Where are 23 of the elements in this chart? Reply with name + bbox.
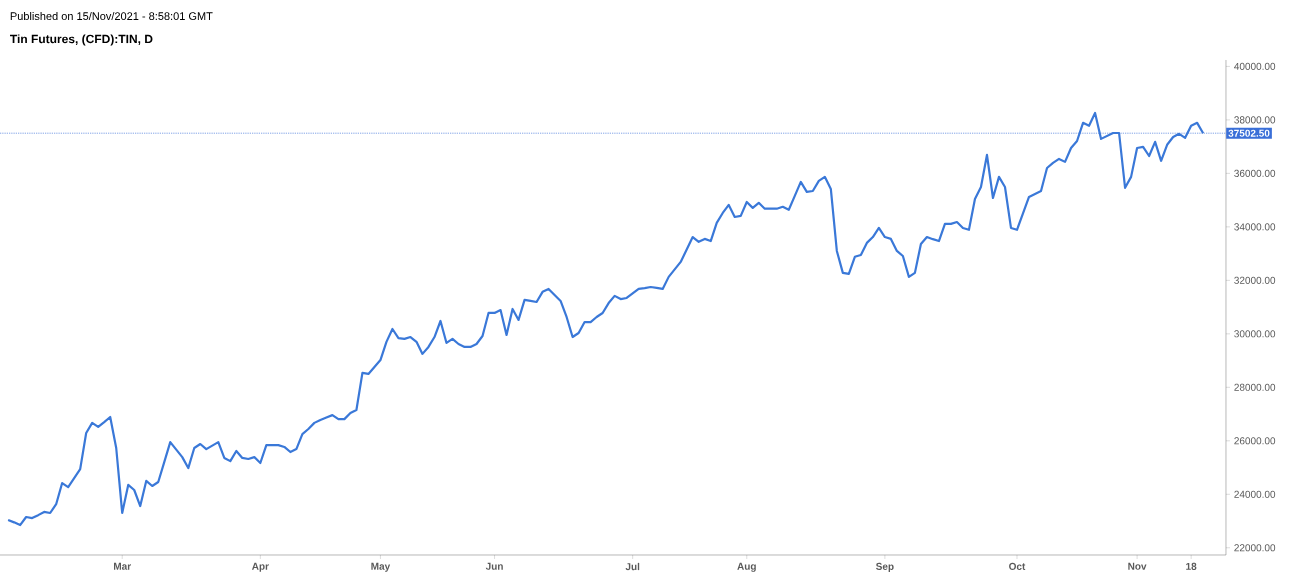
y-tick-label: 36000.00 [1234, 169, 1276, 177]
y-tick-label: 38000.00 [1234, 116, 1276, 124]
x-tick-label: Sep [875, 562, 894, 572]
y-tick-label: 34000.00 [1234, 223, 1276, 231]
text: Published on 15/Nov/2021 - 8:58:01 GMT [10, 11, 213, 21]
y-tick-label: 40000.00 [1234, 62, 1276, 70]
y-tick-label: 24000.00 [1234, 490, 1276, 498]
x-tick-label: Jul [625, 562, 640, 571]
y-tick-label: 30000.00 [1234, 330, 1276, 338]
y-tick-label: 32000.00 [1234, 276, 1276, 284]
ref-line-label: 37502.50 [1228, 129, 1270, 137]
x-tick-label: Nov [1128, 562, 1147, 570]
x-tick-label: Apr [251, 562, 269, 572]
x-tick-label: 18 [1186, 562, 1197, 570]
x-tick-label: May [371, 562, 391, 572]
x-tick-label: Jun [485, 562, 503, 570]
x-tick-label: Aug [737, 562, 756, 572]
y-tick-label: 26000.00 [1234, 437, 1276, 445]
y-tick-label: 22000.00 [1234, 544, 1276, 552]
x-tick-label: Mar [114, 562, 131, 570]
y-tick-label: 28000.00 [1234, 383, 1276, 391]
x-tick-label: Oct [1009, 562, 1026, 570]
chart-title: Tin Futures, (CFD):TIN, D [10, 34, 153, 46]
